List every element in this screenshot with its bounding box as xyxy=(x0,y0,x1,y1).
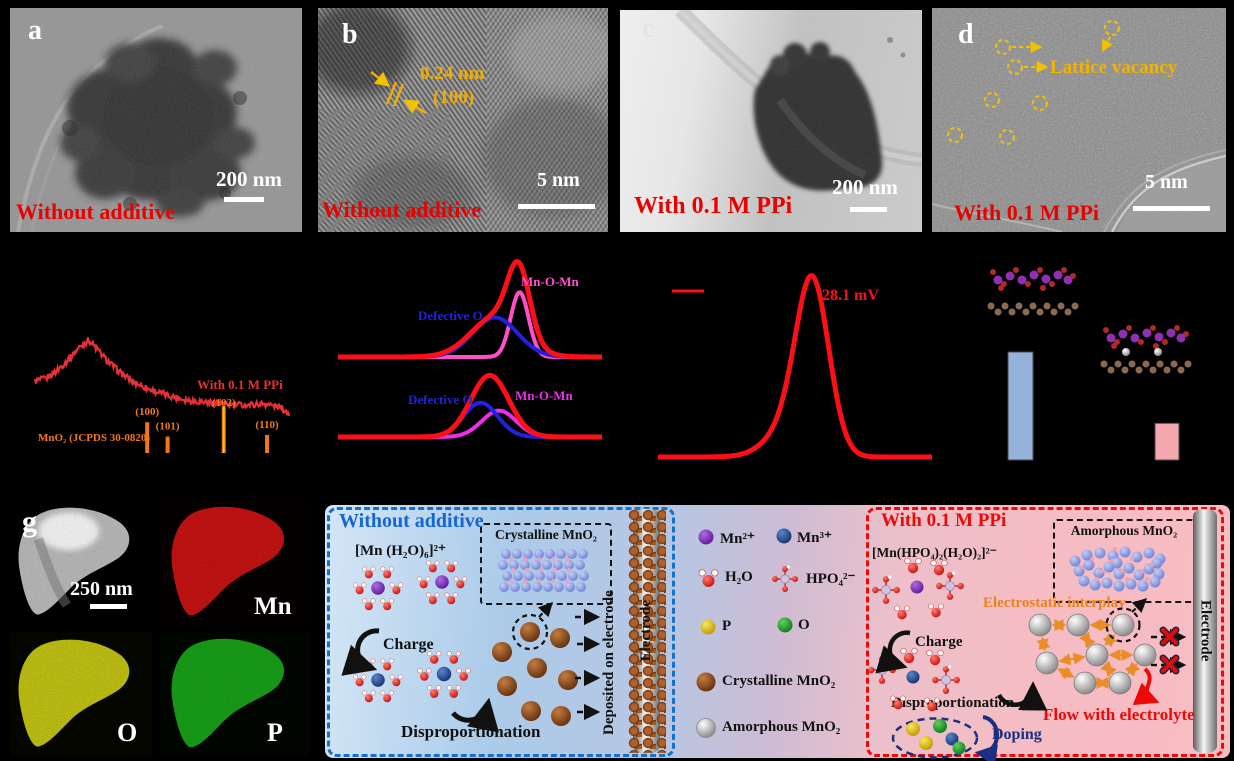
mn-hpo4-precursor-label: [Mn(HPO₄)₂(H₂O)₂]²⁻ xyxy=(872,545,997,560)
xps-bottom-defective-o-label: Defective O xyxy=(408,392,473,407)
xrd-reference-label: MnO₂ (JCPDS 30-0820) xyxy=(38,432,151,444)
tem-c-image xyxy=(620,10,922,232)
with-ppi-box xyxy=(866,507,1224,757)
legend-p-label: P xyxy=(722,618,732,634)
mno2-on-carbon-model xyxy=(987,267,1079,316)
zeta-peak-annotation: 28.1 mV xyxy=(822,287,879,304)
panel-d-annotation: Lattice vacancy xyxy=(1050,57,1178,78)
mn-map-label: Mn xyxy=(254,593,292,620)
xps-bottom-mn-o-mn-label: Mn-O-Mn xyxy=(515,388,573,403)
o-map-image xyxy=(10,632,152,757)
panel-b-plane: (100) xyxy=(433,87,475,108)
xps-top-defective-o-label: Defective O xyxy=(418,308,483,323)
panel-d-scale-text: 5 nm xyxy=(1145,171,1188,193)
electrode-right: Electrode xyxy=(1193,509,1217,753)
charge-right-label: Charge xyxy=(915,634,963,650)
panel-d-letter: d xyxy=(958,19,974,50)
panel-b-dspacing: 0.24 nm xyxy=(420,63,485,84)
panel-a-scale-text: 200 nm xyxy=(216,167,282,191)
panel-a-letter: a xyxy=(28,15,42,46)
without-additive-title: Without additive xyxy=(339,510,484,532)
panel-g-scale-bar xyxy=(90,604,127,609)
disproportionation-left-label: Disproportionation xyxy=(401,722,541,741)
xps-curve xyxy=(337,408,603,439)
electrode-right-label: Electrode xyxy=(1197,600,1214,662)
electrode-left: Electrode xyxy=(628,509,666,753)
panel-c-scale-bar xyxy=(850,207,887,212)
legend-amorphous-label: Amorphous MnO₂ xyxy=(722,719,841,735)
amorphous-mno2-box: Amorphous MnO₂ xyxy=(1053,519,1195,603)
tem-a-image xyxy=(10,8,302,232)
xps-curve xyxy=(337,315,603,359)
panel-c-caption: With 0.1 M PPi xyxy=(634,193,793,219)
legend-crystalline-label: Crystalline MnO₂ xyxy=(722,673,836,689)
panel-g-map-p xyxy=(160,632,310,757)
mn-map-image xyxy=(162,500,308,625)
xrd-peak-label: (101) xyxy=(156,421,180,433)
mn-h2o-precursor-label: [Mn (H₂O)₆]²⁺ xyxy=(355,543,446,559)
deposited-on-electrode-label: Deposited on electrode xyxy=(601,590,617,735)
legend-h2o-label: H₂O xyxy=(725,569,753,585)
panel-b-scale-text: 5 nm xyxy=(537,169,580,191)
stem-image xyxy=(10,500,152,625)
xps-curve xyxy=(337,290,603,359)
legend-hpo4-label: HPO₄²⁻ xyxy=(806,571,856,587)
panel-a-tem xyxy=(10,8,302,232)
panel-c-letter: c xyxy=(642,13,655,44)
o-map-label: O xyxy=(117,718,138,747)
legend-o-label: O xyxy=(798,617,810,633)
electrostatic-interplay-label: Electrostatic interplay xyxy=(983,595,1126,611)
zeta-curve xyxy=(656,273,934,460)
xrd-peak-label: (110) xyxy=(255,419,279,431)
xps-top-mn-o-mn-label: Mn-O-Mn xyxy=(521,274,579,289)
xrd-peak-label: (100) xyxy=(135,406,159,418)
dft-bar xyxy=(1007,351,1034,461)
panel-g-map-mn xyxy=(160,500,310,625)
flow-with-electrolyte-label: Flow with electrolyte xyxy=(1043,705,1195,724)
xps-curve xyxy=(337,400,603,439)
hrtem-b-image xyxy=(318,8,608,232)
panel-c-scale-text: 200 nm xyxy=(832,175,898,199)
dft-bar xyxy=(1154,422,1180,461)
charge-left-label: Charge xyxy=(383,636,434,653)
panel-a-scale-bar xyxy=(224,197,264,202)
legend-mn3-label: Mn³⁺ xyxy=(797,530,832,546)
panel-c-tem xyxy=(620,10,922,232)
electrode-left-label: Electrode xyxy=(638,600,654,662)
panel-g-stem xyxy=(10,500,152,625)
panel-d-caption: With 0.1 M PPi xyxy=(954,200,1100,225)
panel-b-caption: Without additive xyxy=(322,197,482,222)
panel-d-hrtem xyxy=(932,8,1226,232)
doping-label: Doping xyxy=(992,726,1042,743)
panel-b-hrtem xyxy=(318,8,608,232)
disproportionation-right-label: Disproportionation xyxy=(891,695,1015,711)
xrd-series-label: With 0.1 M PPi xyxy=(197,377,283,392)
legend-mn2-label: Mn²⁺ xyxy=(720,531,755,547)
p-map-label: P xyxy=(267,718,283,747)
crystalline-mno2-label: Crystalline MnO₂ xyxy=(495,527,597,542)
panel-g-map-o xyxy=(10,632,152,757)
xrd-peak-label: (102) xyxy=(212,397,236,409)
without-additive-box xyxy=(327,507,675,757)
panel-a-caption: Without additive xyxy=(16,199,176,224)
with-ppi-title: With 0.1 M PPi xyxy=(881,510,1007,531)
mechanism-schematic: Crystalline MnO₂ Amorphous MnO₂ Electrod… xyxy=(325,505,1230,758)
panel-g-letter: g xyxy=(22,505,37,538)
deposited-mno2-spheres xyxy=(628,509,666,753)
p-map-image xyxy=(162,632,308,757)
crystalline-mno2-box: Crystalline MnO₂ xyxy=(480,523,612,605)
hrtem-d-image xyxy=(932,8,1226,232)
p-doped-mno2-on-carbon-model xyxy=(1100,325,1192,374)
panel-d-scale-bar xyxy=(1133,206,1210,211)
panel-g-scale-text: 250 nm xyxy=(70,578,133,600)
amorphous-mno2-label: Amorphous MnO₂ xyxy=(1070,523,1178,538)
panel-b-letter: b xyxy=(342,19,358,50)
panel-b-scale-bar xyxy=(518,204,595,209)
